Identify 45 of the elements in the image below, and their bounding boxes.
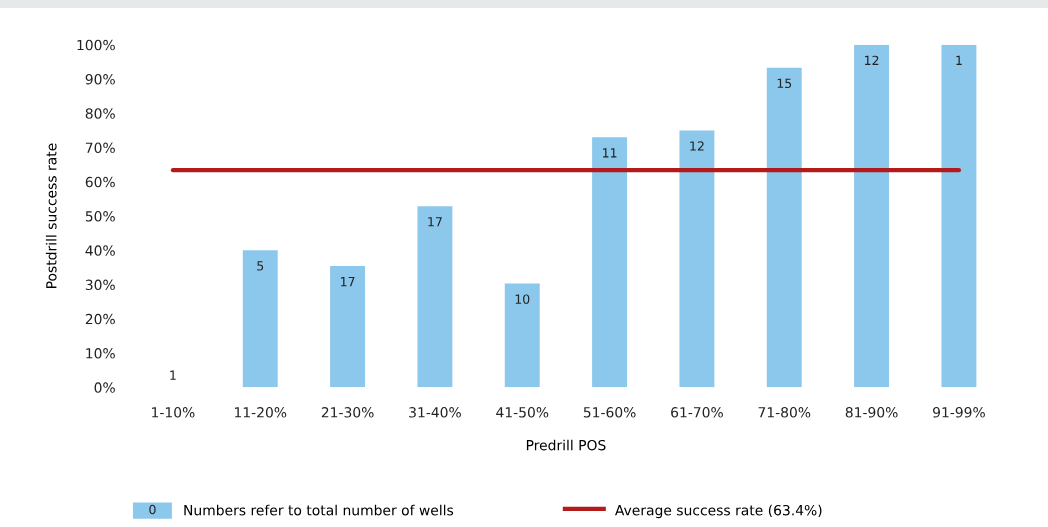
bar <box>330 266 366 388</box>
x-tick-label: 81-90% <box>845 407 898 418</box>
annotation: 1 <box>956 55 962 65</box>
annotation: 5 <box>257 261 264 271</box>
y-tick-label: 50% <box>85 211 115 222</box>
bar <box>766 67 802 388</box>
annotation: 12 <box>865 55 879 65</box>
annotation: 10 <box>515 294 530 304</box>
bar <box>679 130 715 388</box>
y-tick-label: 70% <box>85 142 115 154</box>
y-axis-title: Postdrill success rate <box>45 143 57 288</box>
annotation: 12 <box>690 141 704 151</box>
bar <box>242 250 278 388</box>
annotation: 17 <box>341 277 355 287</box>
y-tick-label: 80% <box>85 108 115 119</box>
y-tick-label: 40% <box>85 245 115 256</box>
annotation: 17 <box>428 217 442 227</box>
y-tick-label: 30% <box>85 279 115 291</box>
annotation: 11 <box>603 148 617 158</box>
y-tick-label: 0% <box>94 382 115 393</box>
x-axis-title: Predrill POS <box>526 439 606 451</box>
bar <box>592 137 628 388</box>
x-tick-label: 21-30% <box>321 407 374 418</box>
bar <box>417 206 453 388</box>
x-tick-label: 61-70% <box>671 407 723 418</box>
x-tick-label: 51-60% <box>583 407 636 418</box>
y-tick-label: 20% <box>85 313 115 325</box>
text: 0 <box>149 504 156 515</box>
legend-label: Numbers refer to total number of wells <box>184 504 454 516</box>
x-tick-label: 91-99% <box>933 407 985 418</box>
bar <box>941 44 977 388</box>
y-tick-label: 60% <box>85 176 115 188</box>
annotation: 1 <box>170 370 176 380</box>
y-tick-label: 10% <box>86 348 115 359</box>
x-tick-label: 31-40% <box>409 407 461 418</box>
x-tick-label: 71-80% <box>758 407 811 418</box>
legend-label: Average success rate (63.4%) <box>614 504 822 519</box>
annotation: 15 <box>777 78 792 89</box>
x-tick-label: 41-50% <box>496 407 549 418</box>
x-tick-label: 11-20% <box>235 407 287 418</box>
x-tick-label: 1-10% <box>152 407 195 418</box>
y-tick-label: 100% <box>77 39 115 51</box>
bar <box>504 283 540 388</box>
bar <box>854 44 890 388</box>
y-tick-label: 90% <box>85 74 115 85</box>
